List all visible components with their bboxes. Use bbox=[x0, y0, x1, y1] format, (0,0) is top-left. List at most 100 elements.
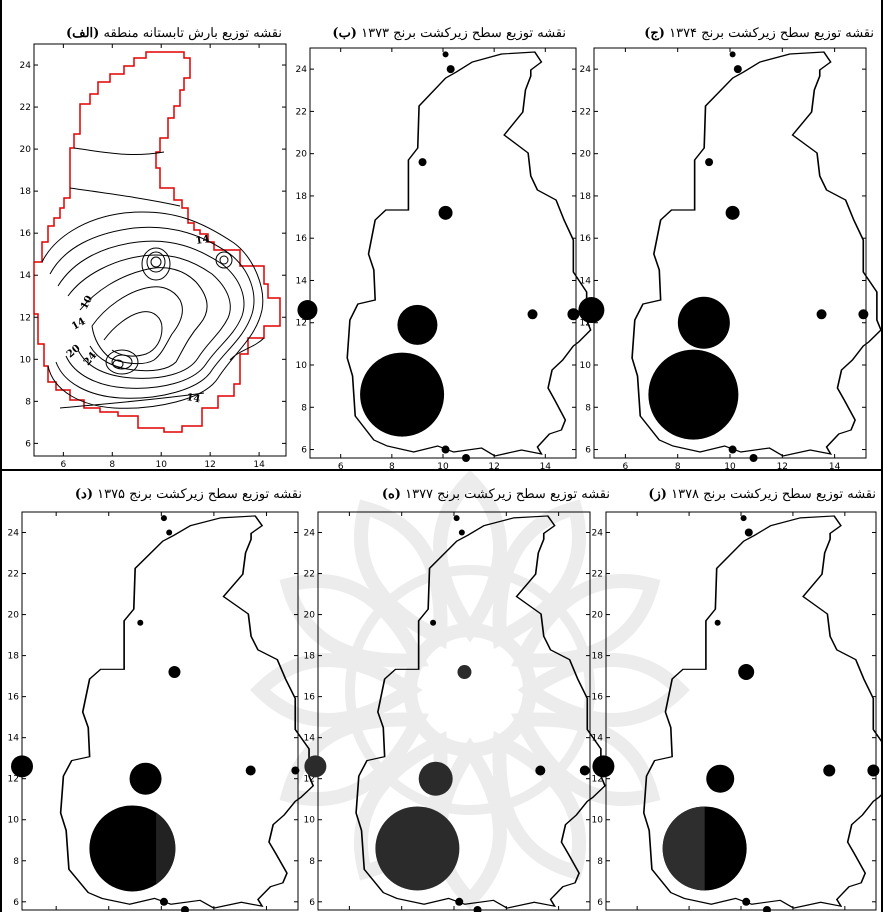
caption-alef: نقشه توزیع بارش تابستانه منطقه (الف) bbox=[12, 26, 282, 42]
x-tick-label: 10 bbox=[724, 462, 736, 472]
y-tick-label: 16 bbox=[296, 234, 308, 244]
panel-alef: 14 10 14 20 24 14 bbox=[33, 43, 287, 457]
caption-dal-text: نقشه توزیع سطح زیرکشت برنج ۱۳۷۵ bbox=[97, 487, 302, 502]
y-tick-label: 12 bbox=[8, 775, 19, 785]
y-tick-label: 20 bbox=[8, 611, 20, 621]
panel-be-map bbox=[297, 51, 592, 462]
y-tick-label: 18 bbox=[8, 652, 20, 662]
panel-ze-map bbox=[592, 515, 883, 912]
station-bubble bbox=[740, 515, 747, 522]
y-tick-label: 20 bbox=[580, 150, 592, 160]
y-tick-label: 8 bbox=[309, 857, 315, 867]
station-bubble bbox=[446, 65, 455, 74]
y-tick-label: 6 bbox=[585, 446, 591, 456]
station-bubble bbox=[567, 308, 580, 321]
y-tick-label: 12 bbox=[20, 313, 31, 323]
panel-dal-frame bbox=[21, 511, 299, 911]
station-bubble bbox=[677, 296, 730, 349]
y-tick-label: 20 bbox=[592, 611, 604, 621]
y-tick-label: 14 bbox=[8, 734, 20, 744]
caption-ze-text: نقشه توزیع سطح زیرکشت برنج ۱۳۷۸ bbox=[671, 487, 876, 502]
y-tick-label: 12 bbox=[580, 319, 591, 329]
y-tick-label: 18 bbox=[296, 192, 308, 202]
y-tick-label: 18 bbox=[580, 192, 592, 202]
x-tick-label: 6 bbox=[60, 460, 66, 470]
station-bubble bbox=[397, 304, 438, 345]
y-tick-label: 24 bbox=[592, 529, 604, 539]
y-tick-label: 14 bbox=[580, 276, 592, 286]
y-tick-label: 8 bbox=[13, 857, 19, 867]
station-bubble bbox=[245, 765, 256, 776]
station-bubble bbox=[291, 766, 300, 775]
station-bubble bbox=[762, 906, 771, 912]
y-tick-label: 16 bbox=[580, 234, 592, 244]
y-tick-label: 18 bbox=[304, 652, 316, 662]
station-bubble bbox=[749, 454, 758, 462]
station-bubble bbox=[738, 664, 755, 681]
x-tick-label: 8 bbox=[109, 460, 115, 470]
y-tick-label: 20 bbox=[296, 150, 308, 160]
station-bubble bbox=[360, 352, 445, 437]
y-tick-label: 16 bbox=[20, 229, 32, 239]
x-tick-label: 10 bbox=[155, 460, 167, 470]
station-bubble bbox=[579, 765, 590, 776]
red-boundary bbox=[33, 51, 281, 433]
y-tick-label: 6 bbox=[13, 898, 19, 908]
station-bubble bbox=[714, 619, 721, 626]
caption-ze-letter: (ز) bbox=[648, 487, 667, 502]
caption-alef-text: نقشه توزیع بارش تابستانه منطقه bbox=[103, 26, 282, 41]
station-bubble bbox=[418, 158, 427, 167]
station-bubble bbox=[453, 515, 460, 522]
panel-be-axes: 6 8 10 12 14 6 8 10 12 14 16 18 20 22 24 bbox=[296, 47, 577, 472]
caption-jim-text: نقشه توزیع سطح زیرکشت برنج ۱۳۷۴ bbox=[669, 26, 874, 41]
y-tick-label: 22 bbox=[304, 570, 315, 580]
caption-be-text: نقشه توزیع سطح زیرکشت برنج ۱۳۷۳ bbox=[361, 26, 566, 41]
station-bubble bbox=[304, 755, 327, 778]
y-tick-label: 10 bbox=[592, 816, 604, 826]
y-tick-label: 10 bbox=[20, 355, 32, 365]
x-tick-label: 12 bbox=[777, 462, 788, 472]
y-tick-label: 14 bbox=[304, 734, 316, 744]
x-tick-label: 8 bbox=[675, 462, 681, 472]
watermark-ornament bbox=[260, 470, 680, 900]
station-bubble bbox=[473, 906, 482, 912]
y-tick-label: 24 bbox=[8, 529, 20, 539]
y-tick-label: 24 bbox=[296, 65, 308, 75]
bubble-half-shade bbox=[662, 806, 705, 891]
caption-be: نقشه توزیع سطح زیرکشت برنج ۱۳۷۳ (ب) bbox=[290, 26, 566, 42]
y-tick-label: 8 bbox=[585, 403, 591, 413]
station-bubble bbox=[129, 762, 162, 795]
station-bubble bbox=[160, 515, 167, 522]
station-bubble bbox=[706, 764, 735, 793]
station-bubble bbox=[729, 51, 736, 58]
y-tick-label: 6 bbox=[597, 898, 603, 908]
station-bubble bbox=[455, 897, 464, 906]
y-tick-label: 12 bbox=[304, 775, 315, 785]
panel-dal-map bbox=[11, 515, 315, 912]
station-bubble bbox=[89, 805, 176, 892]
station-bubble bbox=[159, 897, 168, 906]
y-tick-label: 12 bbox=[592, 775, 603, 785]
station-bubble bbox=[462, 454, 471, 462]
y-tick-label: 20 bbox=[20, 145, 32, 155]
x-tick-label: 6 bbox=[623, 462, 629, 472]
caption-dal: نقشه توزیع سطح زیرکشت برنج ۱۳۷۵ (د) bbox=[12, 487, 302, 503]
station-bubble bbox=[592, 755, 615, 778]
station-bubble bbox=[648, 349, 739, 440]
station-bubble bbox=[733, 65, 742, 74]
y-tick-label: 22 bbox=[592, 570, 603, 580]
y-tick-label: 8 bbox=[25, 397, 31, 407]
station-bubble bbox=[527, 309, 538, 320]
y-tick-label: 14 bbox=[296, 276, 308, 286]
y-tick-label: 10 bbox=[296, 361, 308, 371]
y-tick-label: 16 bbox=[304, 693, 316, 703]
x-tick-label: 12 bbox=[204, 460, 215, 470]
panel-alef-frame bbox=[33, 43, 287, 457]
station-bubble bbox=[166, 529, 173, 536]
station-bubble bbox=[442, 51, 449, 58]
y-tick-label: 18 bbox=[592, 652, 604, 662]
